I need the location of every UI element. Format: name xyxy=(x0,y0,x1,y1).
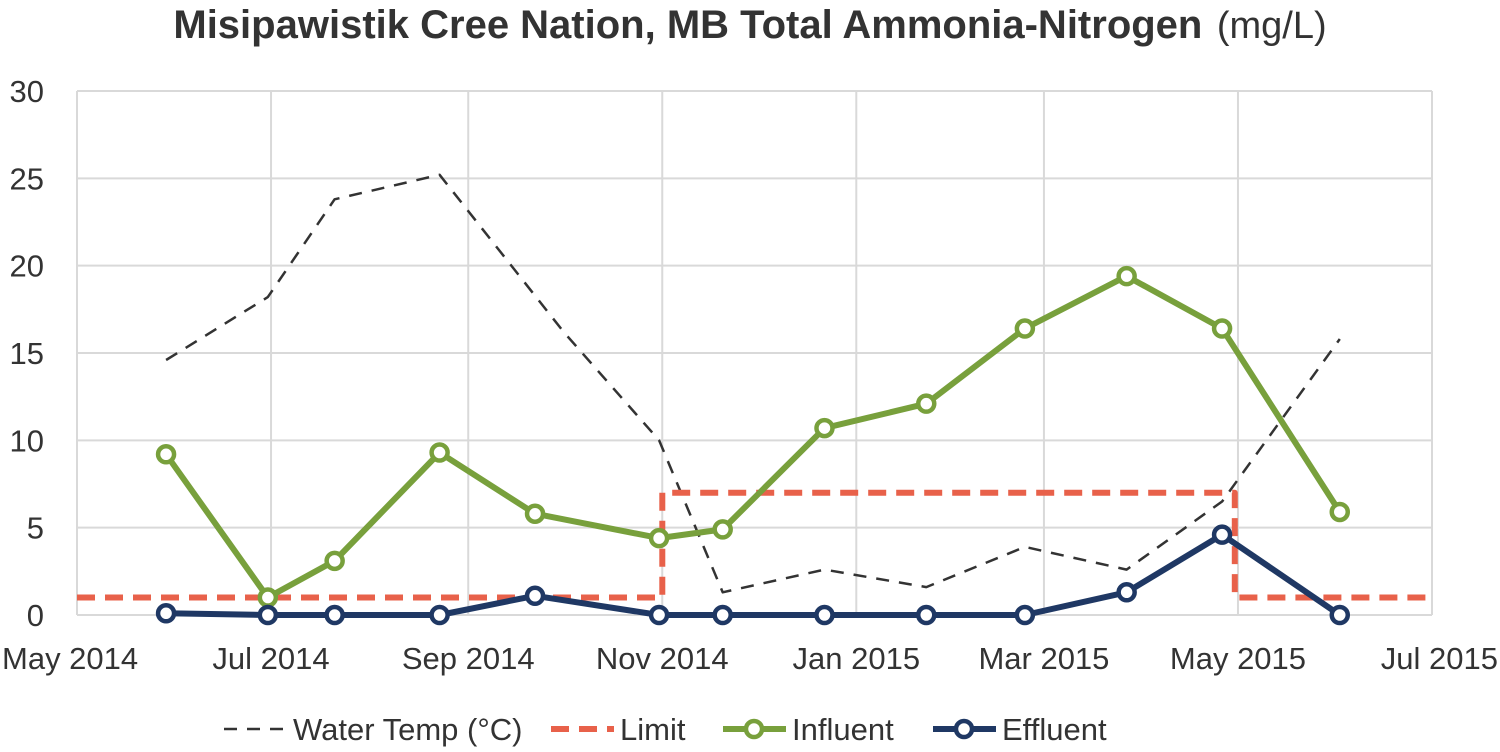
data-point-3 xyxy=(1116,582,1137,603)
data-point-3 xyxy=(814,604,835,626)
x-tick-label: May 2015 xyxy=(1170,641,1306,676)
data-point-3 xyxy=(257,604,279,626)
data-point-3 xyxy=(712,604,733,626)
data-point-3 xyxy=(1014,604,1036,626)
legend-swatch-marker-3 xyxy=(953,718,975,740)
y-tick-label: 30 xyxy=(10,74,44,109)
series-line-3 xyxy=(166,531,1342,618)
data-point-3 xyxy=(324,604,345,626)
y-tick-label: 15 xyxy=(10,336,44,371)
data-point-2 xyxy=(1211,318,1233,339)
data-point-2 xyxy=(1014,318,1036,339)
series-line-0 xyxy=(165,173,1341,594)
data-point-2 xyxy=(1116,265,1137,287)
chart-title-unit: (mg/L) xyxy=(1217,5,1327,47)
x-tick-label: Jan 2015 xyxy=(793,641,921,676)
series-layer xyxy=(77,173,1432,626)
y-tick-label: 5 xyxy=(27,511,44,546)
x-tick-label: May 2014 xyxy=(2,641,138,676)
series-line-2 xyxy=(163,273,1343,601)
y-axis-ticks: 0 5 10 15 20 25 30 xyxy=(10,74,44,633)
data-point-2 xyxy=(648,527,670,549)
y-tick-label: 20 xyxy=(10,249,44,284)
legend: Water Temp (°C) Limit Influent Effluent xyxy=(224,712,1107,747)
data-point-3 xyxy=(1211,524,1233,545)
data-point-2 xyxy=(324,550,345,572)
legend-swatch-marker-2 xyxy=(743,718,765,740)
x-tick-label: Nov 2014 xyxy=(596,641,729,676)
data-point-3 xyxy=(1329,604,1351,626)
data-point-2 xyxy=(257,587,279,608)
data-point-2 xyxy=(1329,501,1351,523)
data-point-3 xyxy=(155,603,177,624)
data-point-2 xyxy=(814,417,835,439)
data-point-3 xyxy=(524,585,546,607)
x-axis-ticks: May 2014 Jul 2014 Sep 2014 Nov 2014 Jan 2015… xyxy=(2,641,1498,676)
chart-title: Misipawistik Cree Nation, MB Total Ammon… xyxy=(173,3,1326,47)
data-point-2 xyxy=(429,442,450,463)
data-point-3 xyxy=(648,604,670,626)
data-point-2 xyxy=(524,503,546,524)
data-point-2 xyxy=(712,519,733,540)
data-point-2 xyxy=(916,393,937,414)
data-point-2 xyxy=(155,444,177,465)
legend-label-1: Limit xyxy=(620,712,686,747)
y-tick-label: 10 xyxy=(10,423,44,458)
legend-label-3: Effluent xyxy=(1002,712,1107,747)
x-tick-label: Sep 2014 xyxy=(402,641,535,676)
legend-label-0: Water Temp (°C) xyxy=(293,712,522,747)
data-point-3 xyxy=(916,604,937,626)
chart-title-main: Misipawistik Cree Nation, MB Total Ammon… xyxy=(173,3,1202,47)
series-line-1 xyxy=(77,489,1432,601)
y-tick-label: 0 xyxy=(27,598,44,633)
x-tick-label: Mar 2015 xyxy=(978,641,1109,676)
y-tick-label: 25 xyxy=(10,161,44,196)
x-tick-label: Jul 2014 xyxy=(212,641,329,676)
data-point-3 xyxy=(429,604,450,626)
x-tick-label: Jul 2015 xyxy=(1381,641,1498,676)
legend-label-2: Influent xyxy=(792,712,894,747)
